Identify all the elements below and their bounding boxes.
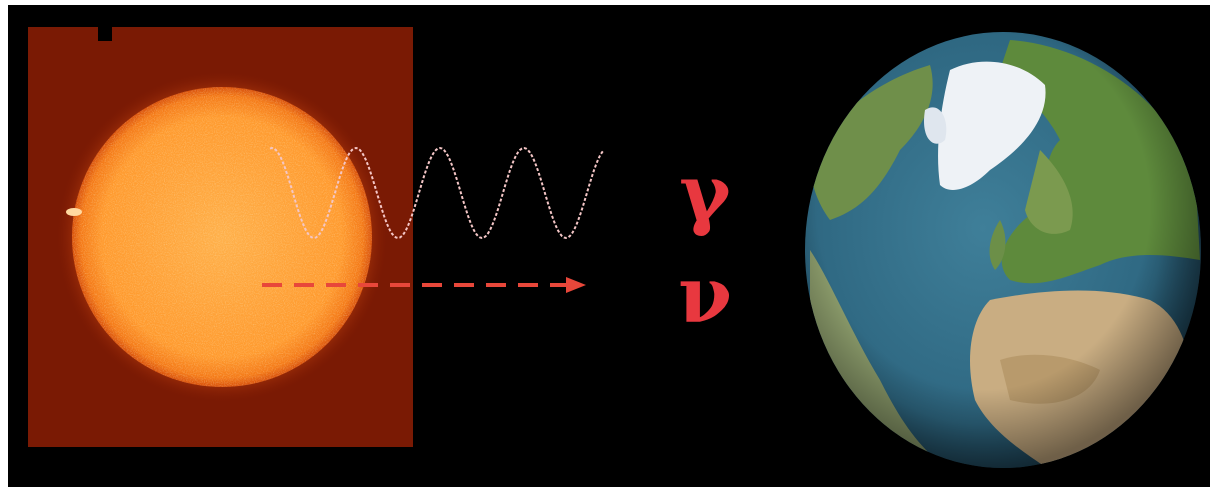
earth-image xyxy=(805,32,1201,470)
sun-image xyxy=(28,27,413,447)
page: γ ν (() => { const data = JSON.parse(doc… xyxy=(0,0,1218,492)
photon-symbol: γ xyxy=(679,148,731,239)
diagram: γ ν xyxy=(0,0,1218,492)
neutrino-symbol: ν xyxy=(678,250,732,341)
